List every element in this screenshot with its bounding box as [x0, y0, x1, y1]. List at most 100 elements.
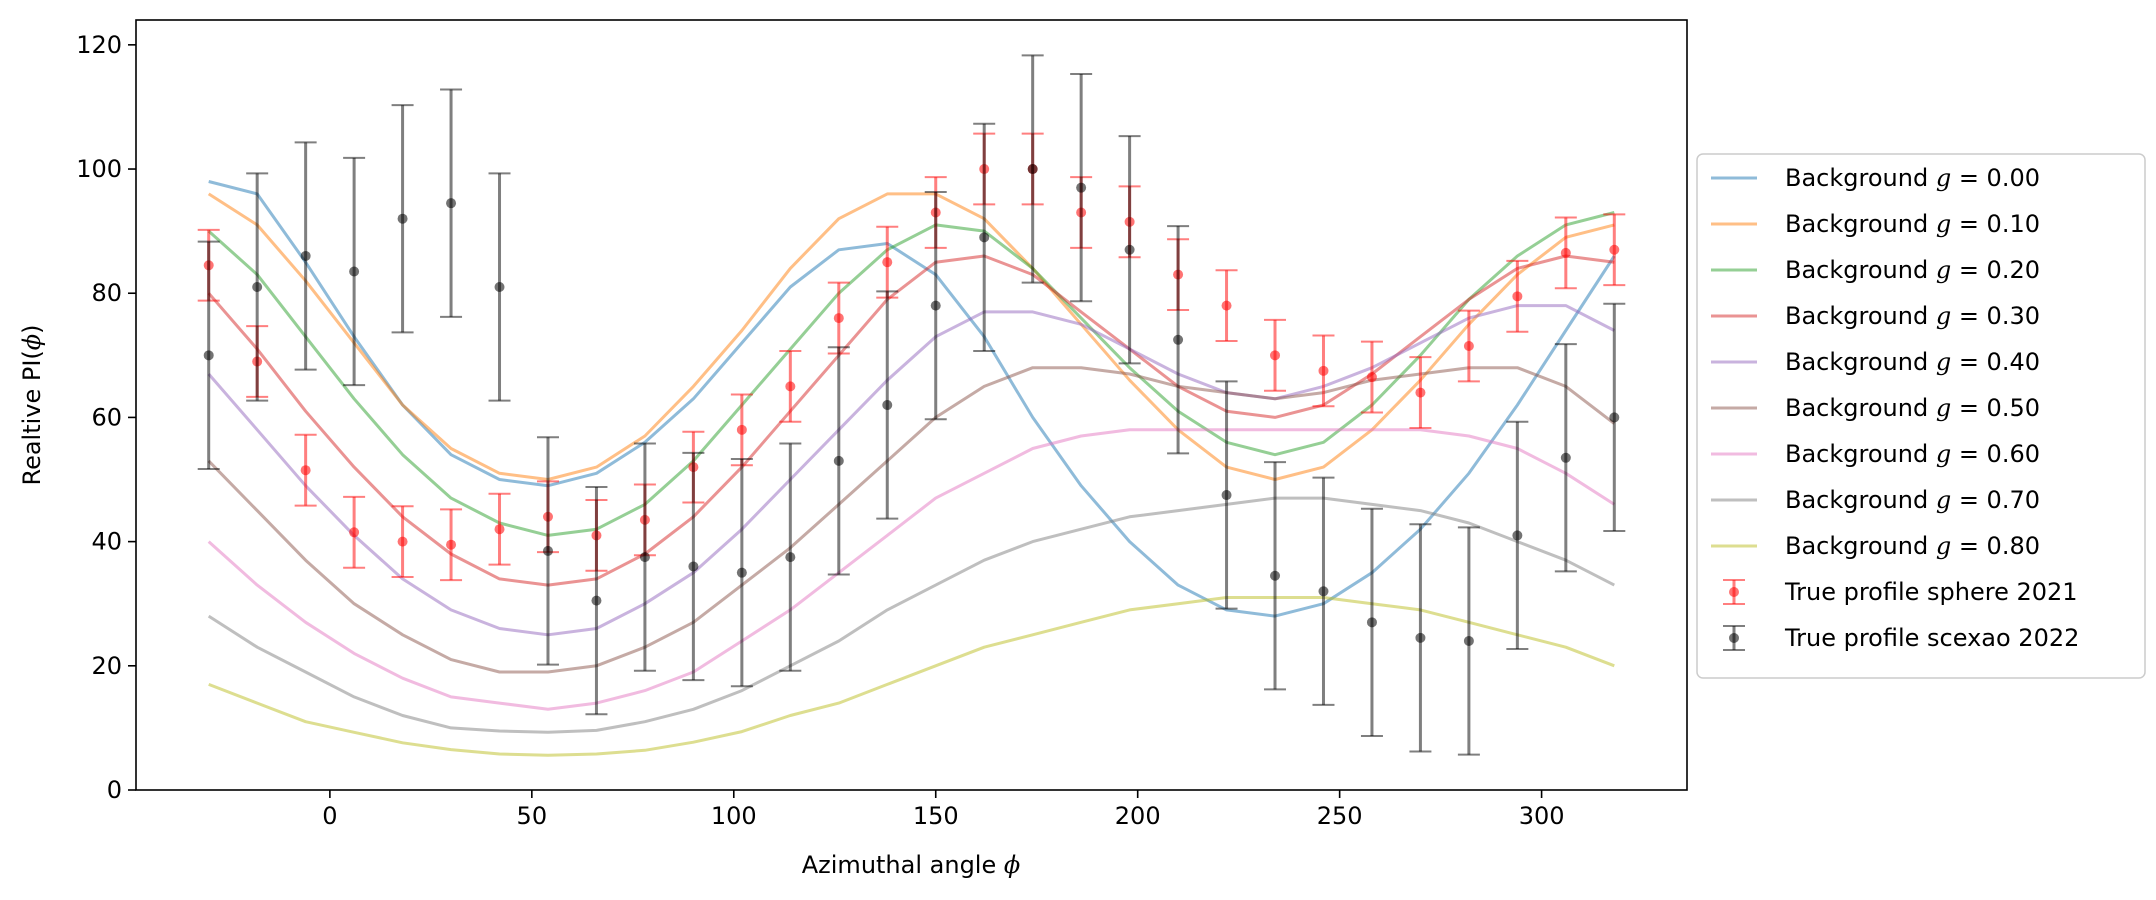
legend-item-sphere-2021: True profile sphere 2021 [1723, 578, 2078, 606]
legend-item-g-0.60: Background g = 0.60 [1711, 440, 2040, 468]
data-point-scexao-2022 [252, 282, 263, 293]
data-point-sphere-2021 [785, 381, 796, 392]
legend-item-g-0.20: Background g = 0.20 [1711, 256, 2040, 284]
series-line-g-0.70 [207, 496, 1615, 734]
y-axis-title-close: ) [18, 324, 46, 333]
data-point-sphere-2021 [882, 257, 893, 268]
y-axis-title-symbol: ϕ [18, 334, 46, 350]
legend-label-text: Background [1785, 532, 1936, 560]
y-tick-label: 120 [76, 31, 122, 59]
data-point-scexao-2022 [882, 400, 893, 410]
legend-label-g-value: = 0.70 [1951, 486, 2040, 514]
data-point-scexao-2022 [688, 561, 699, 572]
y-tick-label: 60 [91, 403, 122, 431]
y-axis: 0 20 40 60 80 100 120 [76, 31, 136, 804]
errorbar-series-scexao-2022 [197, 54, 1626, 756]
legend-label-g-symbol: g [1936, 440, 1951, 468]
legend-label-g-symbol: g [1936, 486, 1951, 514]
legend-item-scexao-2022: True profile scexao 2022 [1723, 624, 2079, 652]
data-point-sphere-2021 [446, 539, 457, 550]
legend-label: True profile scexao 2022 [1784, 624, 2079, 652]
data-point-scexao-2022 [1173, 334, 1184, 345]
legend-label-text: Background [1785, 348, 1936, 376]
x-axis: 0 50 100 150 200 250 300 [322, 790, 1565, 830]
data-point-scexao-2022 [1366, 617, 1377, 628]
data-point-scexao-2022 [1318, 586, 1329, 597]
legend-item-g-0.10: Background g = 0.10 [1711, 210, 2040, 238]
legend-label: Background g = 0.20 [1785, 256, 2040, 284]
legend-item-g-0.50: Background g = 0.50 [1711, 394, 2040, 422]
x-tick-label: 200 [1115, 802, 1161, 830]
data-point-scexao-2022 [736, 567, 747, 578]
y-tick-label: 0 [107, 776, 122, 804]
data-point-scexao-2022 [1027, 164, 1038, 175]
legend-label-text: Background [1785, 164, 1936, 192]
data-point-sphere-2021 [1318, 365, 1329, 376]
data-point-scexao-2022 [591, 595, 602, 606]
series-line-g-0.60 [207, 428, 1616, 711]
data-point-sphere-2021 [349, 527, 360, 538]
data-point-sphere-2021 [1609, 244, 1620, 255]
legend-label-g-value: = 0.60 [1951, 440, 2040, 468]
data-point-sphere-2021 [1366, 372, 1377, 383]
legend-swatch-marker [1729, 587, 1739, 597]
series-line-g-0.00 [208, 180, 1616, 618]
y-axis-title-text: Realtive PI( [18, 350, 46, 485]
legend-label-g-symbol: g [1936, 302, 1951, 330]
data-point-scexao-2022 [1076, 182, 1087, 193]
x-axis-title-symbol: ϕ [1004, 851, 1020, 879]
legend-item-g-0.80: Background g = 0.80 [1711, 532, 2040, 560]
legend-item-g-0.00: Background g = 0.00 [1711, 164, 2040, 192]
data-point-sphere-2021 [736, 424, 747, 435]
legend-box [1696, 153, 2146, 679]
data-point-scexao-2022 [833, 455, 844, 466]
data-point-scexao-2022 [1124, 244, 1135, 255]
legend-label-g-symbol: g [1936, 532, 1951, 560]
legend-label-g-symbol: g [1936, 256, 1951, 284]
legend-label-g-symbol: g [1936, 164, 1951, 192]
data-point-scexao-2022 [1512, 530, 1523, 541]
y-tick-label: 80 [91, 279, 122, 307]
data-point-sphere-2021 [1512, 291, 1523, 302]
data-point-scexao-2022 [446, 198, 457, 209]
legend-label: Background g = 0.50 [1785, 394, 2040, 422]
x-tick-label: 100 [711, 802, 757, 830]
legend-label-g-value: = 0.80 [1951, 532, 2040, 560]
legend-label-g-value: = 0.10 [1951, 210, 2040, 238]
legend-label-text: Background [1785, 302, 1936, 330]
x-tick-label: 50 [517, 802, 548, 830]
data-point-sphere-2021 [494, 524, 505, 535]
data-point-sphere-2021 [1270, 350, 1281, 361]
x-tick-label: 150 [913, 802, 959, 830]
series-line-g-0.80 [208, 596, 1615, 757]
legend-label: Background g = 0.60 [1785, 440, 2040, 468]
legend-label-text: Background [1785, 394, 1936, 422]
legend-label: Background g = 0.10 [1785, 210, 2040, 238]
series-line-g-0.40 [207, 304, 1615, 637]
series-line-g-0.10 [207, 192, 1615, 481]
data-point-sphere-2021 [833, 313, 844, 324]
legend-label-g-value: = 0.50 [1951, 394, 2040, 422]
legend-label-text: Background [1785, 486, 1936, 514]
data-point-scexao-2022 [930, 300, 941, 311]
legend-label: Background g = 0.40 [1785, 348, 2040, 376]
legend-label-g-value: = 0.30 [1951, 302, 2040, 330]
x-axis-title: Azimuthal angle ϕ [802, 851, 1020, 879]
legend-swatch-marker [1729, 633, 1739, 643]
series-line-g-0.50 [207, 366, 1616, 674]
legend-label-text: Background [1785, 210, 1936, 238]
data-point-sphere-2021 [397, 536, 408, 547]
legend-label: Background g = 0.70 [1785, 486, 2040, 514]
data-point-scexao-2022 [300, 250, 311, 261]
legend-label-g-symbol: g [1936, 210, 1951, 238]
data-point-sphere-2021 [1560, 247, 1571, 258]
data-point-scexao-2022 [1270, 570, 1281, 581]
data-point-scexao-2022 [1560, 452, 1571, 463]
axes-frame [135, 19, 1688, 791]
data-point-scexao-2022 [979, 232, 990, 243]
legend-label-g-value: = 0.00 [1951, 164, 2040, 192]
legend-label-g-value: = 0.40 [1951, 348, 2040, 376]
data-point-sphere-2021 [1463, 341, 1474, 352]
legend-label-g-symbol: g [1936, 394, 1951, 422]
